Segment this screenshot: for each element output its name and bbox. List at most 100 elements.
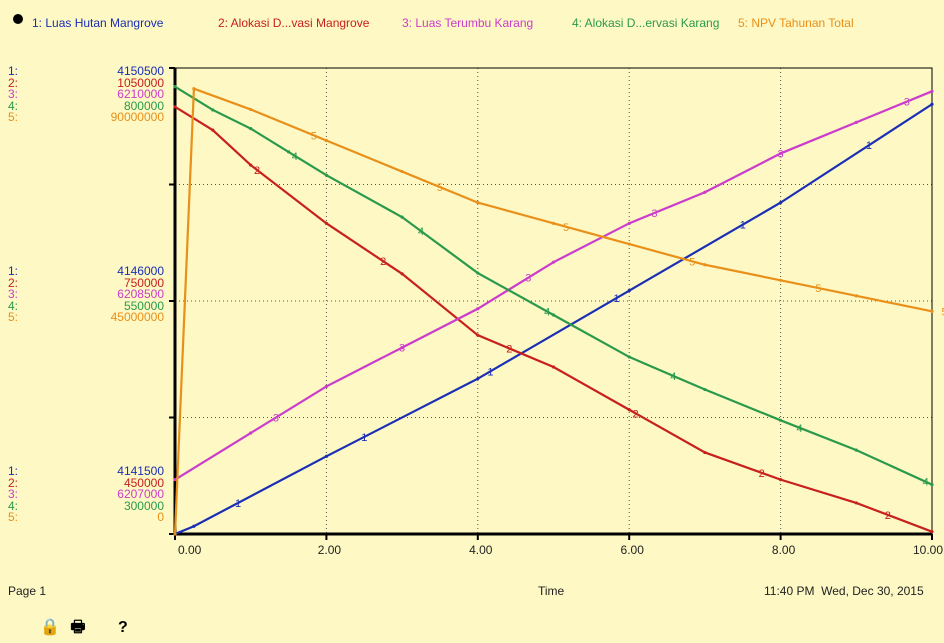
- scale-value: 800000: [123, 98, 164, 113]
- data-point-5: [551, 221, 556, 225]
- legend-item-2: 2: Alokasi D...vasi Mangrove: [218, 16, 370, 30]
- series-marker-4: 4: [796, 423, 802, 435]
- scale-series-number: 3:: [8, 487, 19, 501]
- data-point-2: [249, 163, 253, 167]
- series-marker-2: 2: [632, 408, 638, 420]
- series-marker-5: 5: [311, 130, 317, 142]
- data-point-1: [476, 377, 480, 381]
- series-marker-2: 2: [380, 256, 386, 268]
- data-point-3: [400, 346, 404, 350]
- data-point-5: [854, 294, 858, 298]
- series-marker-1: 1: [614, 293, 620, 305]
- legend-item-3: 3: Luas Terumbu Karang: [402, 16, 534, 30]
- scale-series-number: 4:: [8, 498, 19, 513]
- data-point-1: [192, 524, 196, 528]
- data-point-4: [930, 483, 934, 487]
- data-point-4: [627, 355, 631, 359]
- scale-row: 1: 4146000: [0, 264, 170, 278]
- series-marker-4: 4: [418, 226, 424, 238]
- scale-value: 45000000: [110, 310, 164, 324]
- data-point-3: [324, 384, 328, 389]
- data-point-3: [627, 221, 631, 225]
- x-tick-label: 0.00: [178, 543, 202, 557]
- data-point-3: [779, 151, 783, 156]
- scale-series-number: 3:: [8, 287, 19, 301]
- print-icon[interactable]: 🖶: [70, 619, 86, 636]
- data-point-2: [627, 408, 631, 412]
- scale-series-number: 1:: [8, 64, 19, 78]
- data-point-2: [703, 450, 707, 455]
- page-bullet-icon[interactable]: [13, 14, 23, 24]
- scale-row: 5: 90000000: [0, 110, 170, 124]
- data-point-5: [192, 87, 196, 91]
- data-point-3: [551, 260, 556, 264]
- data-point-4: [286, 150, 291, 154]
- data-point-4: [779, 418, 783, 422]
- series-marker-5: 5: [437, 182, 443, 194]
- data-point-2: [173, 105, 177, 109]
- scale-series-number: 4:: [8, 298, 19, 313]
- data-point-1: [324, 454, 328, 458]
- lock-icon[interactable]: 🔒: [40, 619, 60, 636]
- series-line-5: [173, 87, 933, 535]
- series-marker-5: 5: [563, 222, 569, 234]
- series-marker-4: 4: [670, 371, 676, 383]
- scale-series-number: 2:: [8, 275, 19, 290]
- scale-value: 6210000: [117, 87, 164, 101]
- data-point-3: [930, 89, 934, 93]
- data-point-3: [249, 431, 253, 435]
- scale-series-number: 2:: [8, 75, 19, 90]
- scale-value: 4150500: [117, 64, 164, 78]
- scale-bottom: 1: 4141500 2: 450000 3: 6207000 4: 300000 5: 0: [0, 464, 170, 524]
- scale-value: 6207000: [117, 487, 164, 501]
- scale-row: 3: 6208500: [0, 287, 170, 301]
- data-point-4: [173, 85, 177, 89]
- x-tick-label: 6.00: [621, 543, 645, 557]
- series-marker-1: 1: [740, 220, 746, 232]
- scale-value: 90000000: [110, 110, 164, 124]
- scale-row: 2: 1050000: [0, 75, 170, 90]
- series-line-2: [174, 105, 933, 533]
- scale-series-number: 5:: [8, 310, 19, 324]
- series-marker-3: 3: [273, 413, 279, 425]
- data-point-1: [627, 289, 631, 293]
- scale-value: 4141500: [117, 464, 164, 478]
- scale-row: 4: 300000: [0, 498, 170, 513]
- series-marker-4: 4: [923, 477, 929, 489]
- series-marker-4: 4: [544, 306, 550, 318]
- scale-series-number: 5:: [8, 110, 19, 124]
- data-point-4: [211, 108, 215, 112]
- data-point-5: [476, 201, 480, 205]
- data-point-5: [930, 309, 934, 313]
- series-line-1: [174, 103, 933, 536]
- data-point-2: [930, 530, 934, 534]
- series-marker-5: 5: [815, 283, 821, 295]
- data-point-3: [476, 307, 480, 311]
- data-point-5: [173, 532, 177, 536]
- series-marker-1: 1: [866, 140, 872, 152]
- series-marker-4: 4: [292, 151, 298, 163]
- data-point-5: [249, 107, 253, 112]
- scale-series-number: 2:: [8, 475, 19, 490]
- data-point-4: [551, 313, 556, 317]
- scale-series-number: 3:: [8, 87, 19, 101]
- help-icon[interactable]: ?: [117, 619, 128, 636]
- data-point-2: [854, 501, 858, 505]
- data-point-4: [400, 215, 404, 219]
- legend: 1: Luas Hutan Mangrove 2: Alokasi D...va…: [0, 10, 944, 30]
- data-point-3: [703, 190, 707, 194]
- scale-row: 3: 6210000: [0, 87, 170, 101]
- scale-row: 4: 800000: [0, 98, 170, 113]
- series-marker-2: 2: [254, 165, 260, 177]
- page-label: Page 1: [8, 584, 47, 598]
- data-point-5: [324, 138, 328, 143]
- scale-series-number: 1:: [8, 264, 19, 278]
- data-point-4: [854, 448, 858, 452]
- legend-item-1: 1: Luas Hutan Mangrove: [32, 16, 164, 30]
- data-point-2: [211, 128, 215, 132]
- data-point-3: [173, 478, 177, 482]
- scale-series-number: 5:: [8, 510, 19, 524]
- series-marker-2: 2: [759, 468, 765, 480]
- data-point-2: [551, 365, 556, 369]
